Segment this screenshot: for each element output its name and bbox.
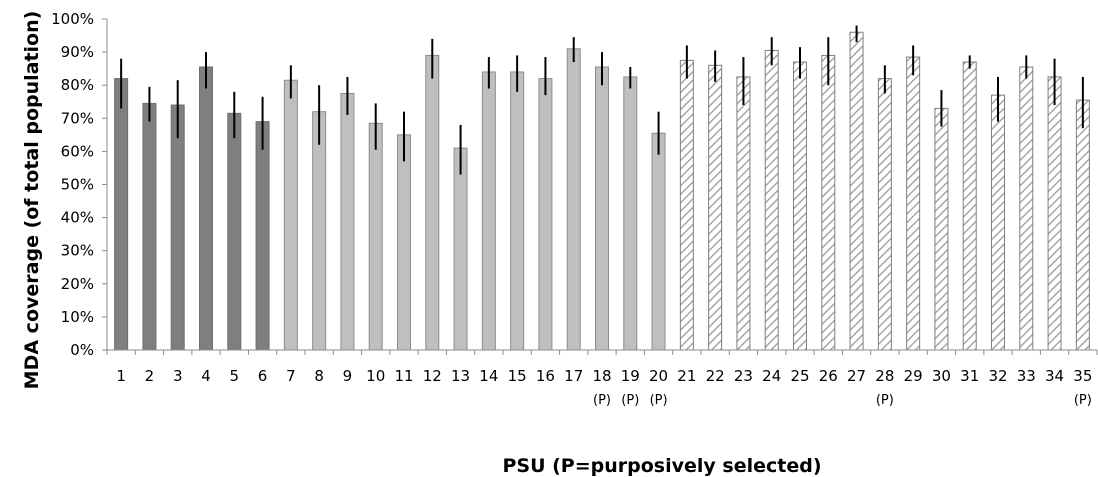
bar: [368, 122, 383, 351]
bar: [991, 94, 1005, 351]
bar: [962, 61, 977, 351]
x-tick-label: 12: [423, 367, 442, 385]
x-tick-label: 25: [790, 367, 809, 385]
bar: [595, 66, 609, 351]
x-tick-label: 33: [1017, 367, 1036, 385]
x-tick-label: 18: [592, 367, 611, 385]
y-tick-label: 60%: [61, 142, 94, 160]
y-tick-label: 10%: [61, 308, 94, 326]
bars: [114, 25, 1090, 351]
x-tick-label: 1: [116, 367, 126, 385]
x-tick-label: 26: [819, 367, 838, 385]
bar: [312, 111, 327, 351]
x-tick-label: 11: [394, 367, 413, 385]
y-tick-label: 30%: [61, 242, 94, 260]
y-tick-label: 20%: [61, 275, 94, 293]
bar: [170, 104, 185, 351]
x-axis: 1 2 3 4 5 6 7 8 9 10 11 12 13 14 15 16 17 18(P)19(P)20(P)…: [106, 349, 1098, 408]
bar: [1019, 66, 1034, 351]
bar: [1075, 99, 1090, 351]
y-tick-label: 70%: [61, 109, 94, 127]
x-tick-label: 20: [649, 367, 668, 385]
bar: [821, 54, 836, 351]
y-tick-label: 40%: [61, 209, 94, 227]
x-tick-label: 7: [286, 367, 296, 385]
bar: [1047, 76, 1062, 351]
bar: [340, 92, 355, 351]
x-tick-label: 35: [1073, 367, 1092, 385]
x-tick-label: 3: [173, 367, 183, 385]
x-tick-label: 5: [230, 367, 240, 385]
x-tick-label: 2: [145, 367, 155, 385]
bar: [510, 71, 525, 351]
bar: [934, 107, 949, 351]
y-tick-label: 80%: [61, 76, 94, 94]
bar: [736, 76, 751, 351]
y-axis-title: MDA coverage (of total population): [21, 11, 43, 390]
x-tick-sublabel: (P): [650, 393, 668, 408]
x-tick-label: 22: [706, 367, 725, 385]
bar: [849, 31, 864, 351]
x-tick-label: 17: [564, 367, 583, 385]
bar: [679, 59, 694, 351]
y-tick-label: 50%: [61, 176, 94, 194]
x-tick-label: 14: [479, 367, 498, 385]
x-tick-label: 24: [762, 367, 781, 385]
bar: [877, 78, 892, 351]
x-tick-label: 15: [508, 367, 527, 385]
x-tick-label: 30: [932, 367, 951, 385]
x-tick-label: 27: [847, 367, 866, 385]
x-tick-label: 10: [366, 367, 385, 385]
x-tick-sublabel: (P): [876, 393, 894, 408]
bar: [255, 121, 270, 351]
x-tick-label: 16: [536, 367, 555, 385]
bar: [397, 134, 411, 351]
bar: [227, 112, 242, 351]
bar: [708, 64, 723, 351]
x-tick-label: 6: [258, 367, 268, 385]
y-tick-label: 100%: [51, 10, 94, 28]
bar: [793, 61, 807, 351]
x-axis-title: PSU (P=purposively selected): [502, 455, 821, 477]
bar: [651, 132, 666, 351]
y-tick-label: 0%: [70, 341, 94, 359]
x-tick-label: 9: [343, 367, 353, 385]
x-tick-label: 31: [960, 367, 979, 385]
x-tick-sublabel: (P): [1074, 393, 1092, 408]
x-tick-sublabel: (P): [621, 393, 639, 408]
x-tick-label: 29: [904, 367, 923, 385]
bar: [764, 49, 779, 351]
bar: [453, 147, 468, 351]
x-tick-label: 34: [1045, 367, 1064, 385]
x-tick-label: 28: [875, 367, 894, 385]
y-axis: 0% 10% 20% 30% 40% 50% 60% 70% 80% 90% 100%: [51, 10, 108, 359]
x-tick-sublabel: (P): [593, 393, 611, 408]
bar: [906, 56, 921, 351]
bar: [623, 76, 638, 351]
x-tick-label: 21: [677, 367, 696, 385]
x-tick-label: 19: [621, 367, 640, 385]
x-tick-label: 8: [314, 367, 324, 385]
bar: [566, 48, 581, 351]
bar: [425, 54, 440, 351]
x-tick-label: 32: [988, 367, 1007, 385]
bar: [538, 78, 553, 351]
bar: [142, 102, 157, 351]
y-tick-label: 90%: [61, 43, 94, 61]
bar: [283, 79, 298, 351]
x-tick-label: 23: [734, 367, 753, 385]
x-tick-label: 4: [201, 367, 211, 385]
bar: [114, 78, 129, 351]
bar: [199, 66, 213, 351]
x-tick-label: 13: [451, 367, 470, 385]
bar: [481, 71, 496, 351]
